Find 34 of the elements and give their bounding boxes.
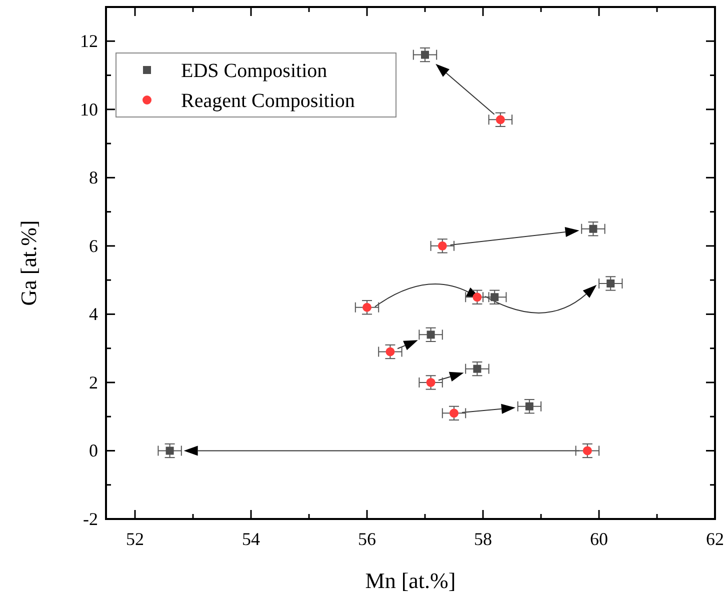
y-axis-title: Ga [at.%] (16, 220, 41, 306)
point (166, 446, 174, 455)
y-tick-label: 4 (89, 304, 98, 324)
y-tick-label: 8 (89, 168, 98, 188)
y-tick-label: 12 (80, 31, 98, 52)
point (525, 402, 534, 410)
point (421, 50, 429, 59)
point (450, 408, 458, 418)
point (426, 330, 435, 339)
point (473, 364, 482, 373)
x-tick-label: 60 (590, 529, 608, 549)
point (438, 241, 447, 250)
y-tick-label: 2 (89, 372, 98, 392)
legend-label: Reagent Composition (181, 90, 355, 112)
x-tick-label: 56 (358, 529, 376, 549)
x-tick-label: 54 (242, 529, 260, 549)
point (589, 224, 598, 233)
point (496, 115, 505, 124)
x-tick-label: 58 (474, 529, 492, 549)
point (472, 292, 482, 302)
y-tick-label: -2 (83, 509, 98, 529)
y-tick-label: 10 (80, 99, 98, 120)
x-tick-label: 62 (706, 529, 724, 549)
point (426, 378, 436, 387)
y-tick-label: 0 (89, 440, 98, 461)
point (490, 293, 499, 302)
point (362, 302, 372, 312)
legend-label: EDS Composition (181, 60, 328, 82)
point (606, 279, 615, 288)
y-tick-label: 6 (89, 236, 98, 256)
point (582, 446, 592, 456)
x-tick-label: 52 (126, 529, 144, 549)
point (386, 347, 395, 356)
x-axis-title: Mn [at.%] (365, 568, 456, 593)
